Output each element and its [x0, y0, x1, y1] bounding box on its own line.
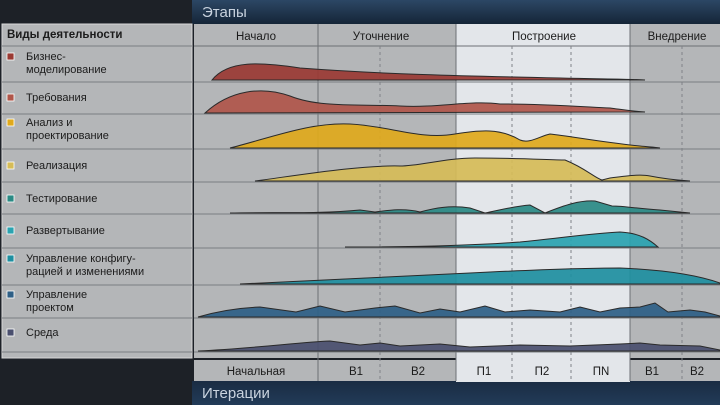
iteration-row-highlight: [456, 360, 630, 381]
discipline-item: Тестирование: [2, 181, 192, 205]
iteration-row: Начальная B1 B2 П1 П2 ПN B1 B2: [227, 366, 704, 378]
iteration-dividers: [317, 24, 683, 381]
activity-hump: [210, 63, 646, 81]
activity-hump: [254, 157, 691, 182]
discipline-label: Тестирование: [26, 193, 97, 205]
activity-hump: [239, 267, 720, 285]
discipline-bullet-icon: [6, 226, 15, 235]
discipline-item: Среда: [2, 317, 192, 339]
discipline-item: Развертывание: [2, 213, 192, 237]
discipline-label: Бизнес-: [26, 51, 66, 63]
iteration-label: ПN: [593, 366, 610, 378]
iteration-label: B1: [645, 366, 659, 378]
discipline-label: моделирование: [26, 64, 107, 76]
discipline-label: Управление: [26, 289, 87, 301]
discipline-label: Требования: [26, 92, 87, 104]
discipline-label: Среда: [26, 327, 59, 339]
iteration-label: B2: [411, 366, 425, 378]
phase-label: Внедрение: [648, 31, 707, 43]
discipline-bullet-icon: [6, 290, 15, 299]
discipline-item: Требования: [2, 81, 192, 104]
discipline-label: проектом: [26, 302, 74, 314]
iteration-label: Начальная: [227, 366, 286, 378]
discipline-item: Управление конфигу-рацией и изменениями: [2, 247, 192, 278]
phase-label: Начало: [236, 31, 276, 43]
discipline-label: Анализ и: [26, 117, 72, 129]
footer-title: Итерации: [202, 385, 270, 402]
iteration-label: П2: [535, 366, 550, 378]
discipline-item: Реализация: [2, 148, 192, 172]
discipline-bullet-icon: [6, 161, 15, 170]
discipline-label: Развертывание: [26, 225, 105, 237]
discipline-bullet-icon: [6, 254, 15, 263]
phase-label: Построение: [512, 31, 576, 43]
sidebar-panel: [1, 23, 193, 359]
discipline-bullet-icon: [6, 118, 15, 127]
discipline-item: Бизнес-моделирование: [2, 45, 192, 76]
discipline-label: проектирование: [26, 130, 109, 142]
discipline-label: Реализация: [26, 160, 87, 172]
header-band: [192, 0, 720, 24]
discipline-bullet-icon: [6, 93, 15, 102]
discipline-bullet-icon: [6, 52, 15, 61]
iteration-label: П1: [477, 366, 492, 378]
discipline-bullet-icon: [6, 194, 15, 203]
phase-label: Уточнение: [353, 31, 410, 43]
discipline-label: Управление конфигу-: [26, 253, 136, 265]
activity-hump: [197, 302, 720, 318]
discipline-label: рацией и изменениями: [26, 266, 144, 278]
activity-hump: [197, 340, 720, 352]
discipline-dividers: [194, 81, 720, 353]
iteration-label: B1: [349, 366, 363, 378]
activity-humps: [197, 63, 720, 352]
discipline-bullet-icon: [6, 328, 15, 337]
phase-row: Начало Уточнение Построение Внедрение: [236, 31, 706, 43]
header-title: Этапы: [202, 4, 247, 21]
iteration-label: B2: [690, 366, 704, 378]
footer-band: [192, 381, 720, 405]
activity-hump: [203, 90, 646, 114]
activity-hump: [229, 123, 661, 149]
activity-hump: [229, 200, 691, 214]
sidebar-title: Виды деятельности: [7, 29, 122, 41]
activity-hump: [344, 231, 660, 248]
